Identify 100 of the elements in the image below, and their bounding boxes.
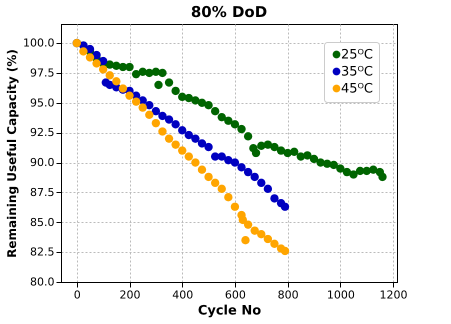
point [164,134,174,143]
point [158,112,167,120]
point [198,139,206,148]
point [303,151,312,160]
point [257,230,266,238]
point [250,172,259,182]
point [270,240,279,248]
point [79,47,88,56]
point [138,103,147,112]
point [171,86,180,96]
x-tick-label: 200 [120,288,141,302]
point [204,101,213,110]
legend-label: 45ᴼC [340,82,373,96]
point [171,120,180,129]
point [280,246,290,256]
point [145,110,154,119]
y-tick-label: 85.0 [30,216,54,229]
point [210,178,220,188]
point [112,77,121,86]
point [191,96,200,105]
point [280,202,290,211]
point [290,148,298,156]
point [98,65,108,74]
x-tick-label: 600 [224,288,246,302]
point [252,148,260,158]
point [178,146,186,155]
point [125,91,134,100]
point [224,116,233,125]
point [152,107,160,116]
point [198,98,206,108]
point [145,101,154,110]
point [98,56,108,66]
point [218,112,226,122]
point [349,170,358,179]
point [244,132,252,140]
point [218,184,226,194]
point [92,50,101,60]
point [210,107,220,116]
point [158,127,167,136]
point [270,142,279,152]
point [257,178,266,188]
point [264,184,272,194]
y-tick-label: 95.0 [30,96,54,110]
point [230,120,240,129]
point [218,152,226,161]
point [158,68,167,78]
x-tick-label: 1000 [326,288,355,302]
y-tick-label: 82.5 [30,246,54,259]
point [224,193,233,202]
point [86,53,94,62]
chart-title: 80% DoD [190,3,268,21]
point [330,160,338,170]
point [244,168,252,176]
point [250,226,259,235]
point [184,152,193,161]
x-tick-label: 0 [74,288,81,302]
point [244,220,252,229]
x-tick-label: 1200 [380,288,408,302]
y-tick-label: 92.5 [30,126,54,140]
point [198,166,206,174]
legend-label: 35ᴼC [340,64,373,80]
point [270,194,279,203]
point [238,216,248,224]
y-axis-title: Remaining Useful Capacity (%) [5,49,20,258]
point [164,115,174,124]
point [171,140,180,149]
legend-label: 25ᴼC [340,48,373,62]
point [257,142,266,150]
point [342,168,352,176]
point [86,44,94,54]
point [264,140,272,149]
point [178,126,186,134]
point [92,59,101,68]
point [230,202,240,211]
point [154,80,163,90]
point [237,163,246,172]
y-tick-label: 87.5 [30,186,54,199]
x-axis-title: Cycle No [198,304,262,318]
point [125,62,134,72]
point [191,158,200,167]
x-tick-label: 800 [278,288,299,302]
point [230,158,240,167]
point [336,164,345,173]
point [106,71,114,80]
point [204,172,213,182]
point [378,172,387,182]
point [191,134,200,143]
point [132,97,140,106]
y-tick-label: 100.0 [23,36,54,50]
x-tick-label: 400 [172,288,194,302]
point [164,78,174,87]
point [310,154,318,164]
point [241,236,250,244]
point [184,94,193,102]
point [132,70,140,78]
point [204,142,213,152]
point [152,118,160,128]
y-tick-label: 90.0 [30,156,54,170]
point [276,146,286,155]
point [264,234,272,244]
